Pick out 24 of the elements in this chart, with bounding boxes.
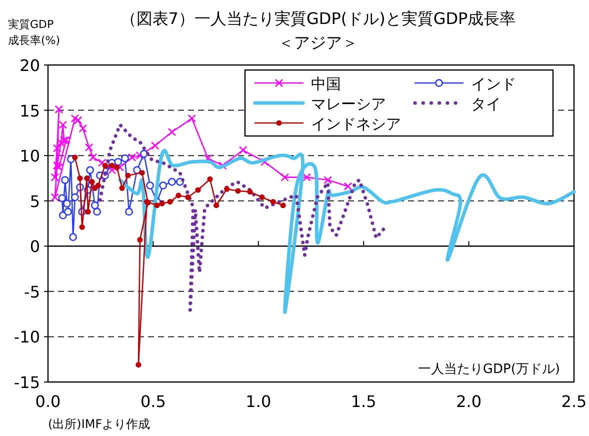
title: （図表7）一人当たり実質GDP(ドル)と実質GDP成長率 <box>120 9 516 28</box>
x-tick-label: 1.0 <box>246 392 272 411</box>
x-tick-label: 0.5 <box>140 392 166 411</box>
y-tick-label: 15 <box>20 101 40 120</box>
legend-label: タイ <box>471 95 501 113</box>
x-tick-label: 1.5 <box>350 392 376 411</box>
x-tick-label: 2.5 <box>561 392 587 411</box>
legend-label: インドネシア <box>311 115 401 133</box>
xlabel: 一人当たりGDP(万ドル) <box>418 362 560 377</box>
y-tick-label: 20 <box>20 56 40 75</box>
y-tick-label: -10 <box>14 328 40 347</box>
x-tick-label: 2.0 <box>456 392 482 411</box>
x-tick-label: 0.0 <box>35 392 61 411</box>
legend-label: インド <box>471 75 516 93</box>
y-tick-label: 0 <box>30 237 40 256</box>
y-tick-label: 10 <box>20 146 40 166</box>
subtitle: ＜アジア＞ <box>278 33 358 52</box>
y-tick-label: 5 <box>30 192 40 211</box>
legend-label: 中国 <box>311 75 341 93</box>
legend-label: マレーシア <box>311 95 386 113</box>
annotation: (出所)IMFより作成 <box>48 417 150 431</box>
y-tick-label: -5 <box>24 282 40 302</box>
y-tick-label: -15 <box>14 373 40 392</box>
ylabel: 実質GDP 成長率(%) <box>8 18 60 47</box>
